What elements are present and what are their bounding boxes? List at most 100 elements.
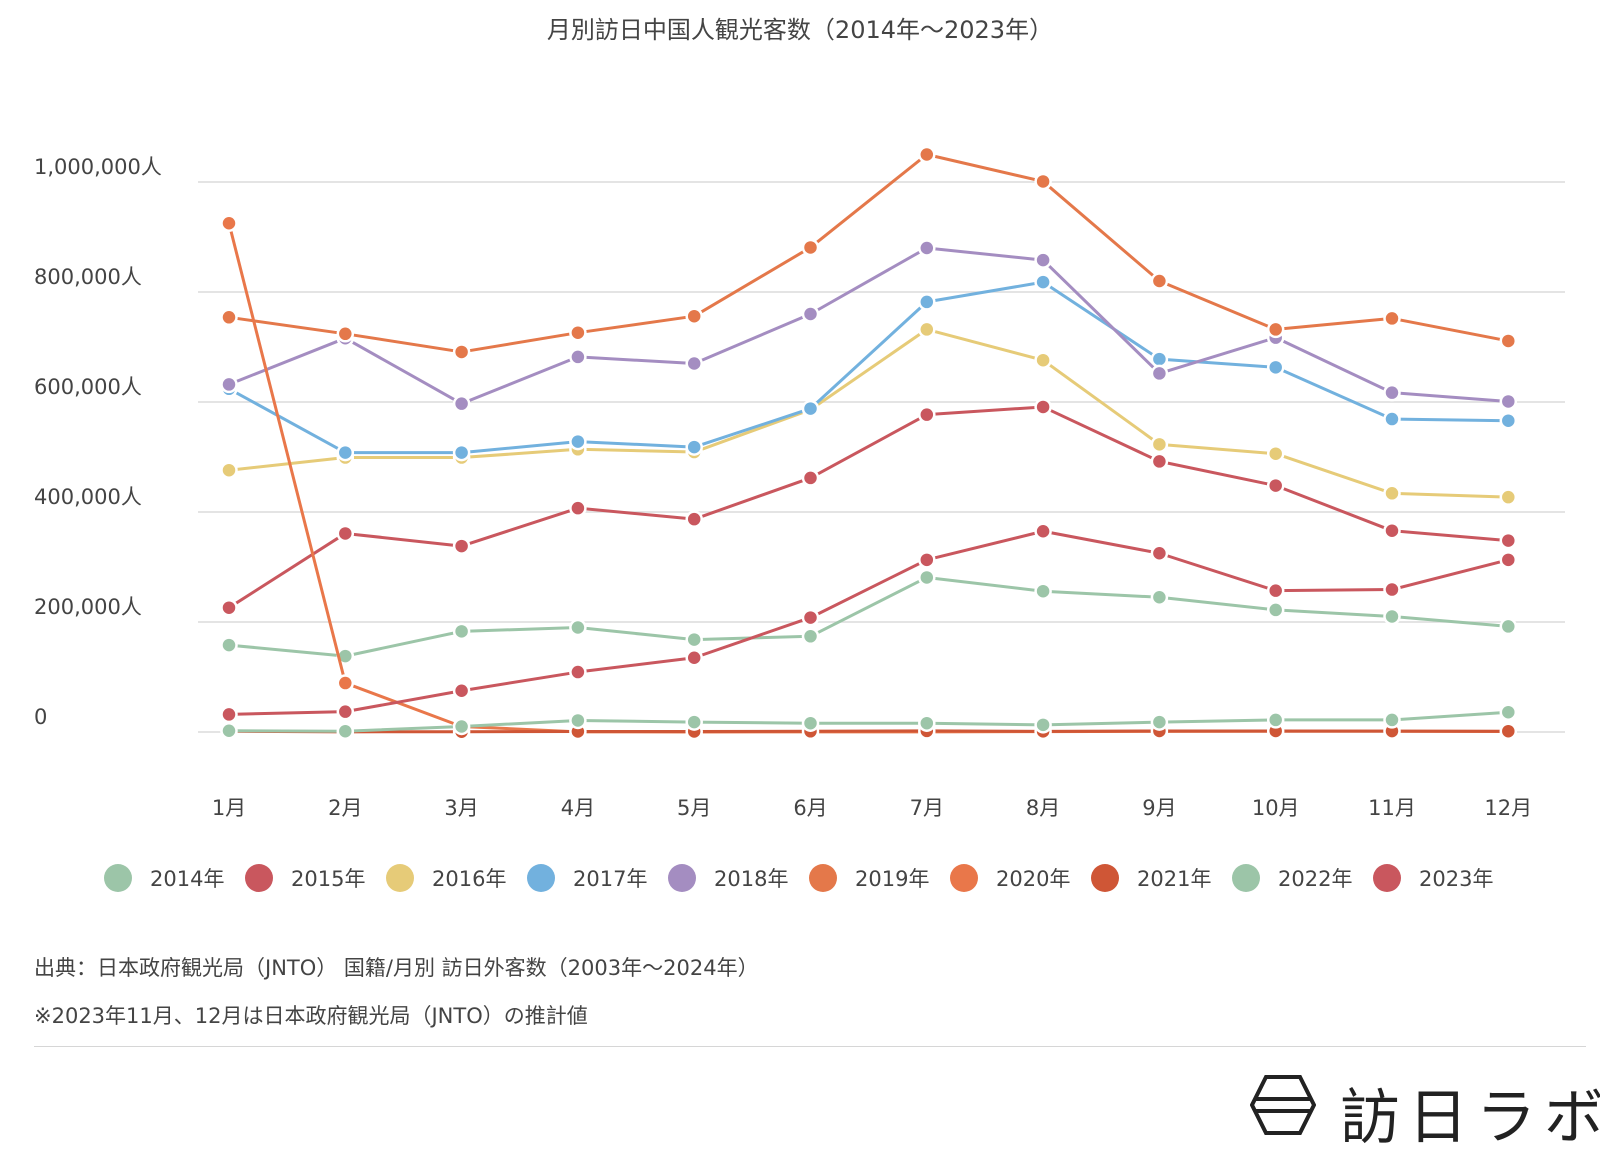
data-point[interactable]: [569, 432, 587, 451]
data-point[interactable]: [801, 305, 820, 323]
data-point[interactable]: [1034, 582, 1052, 600]
legend-item[interactable]: 2016年: [386, 860, 506, 896]
data-point[interactable]: [1034, 398, 1052, 416]
data-point[interactable]: [569, 323, 587, 342]
data-point[interactable]: [1499, 531, 1518, 550]
data-point[interactable]: [1150, 350, 1169, 368]
data-point[interactable]: [336, 674, 355, 692]
legend-item[interactable]: 2021年: [1091, 860, 1211, 896]
data-point[interactable]: [220, 308, 238, 327]
data-point[interactable]: [336, 443, 355, 462]
data-point[interactable]: [569, 663, 587, 681]
data-point[interactable]: [1383, 484, 1401, 503]
data-point[interactable]: [1034, 251, 1052, 269]
data-point[interactable]: [1150, 435, 1169, 454]
legend-item[interactable]: 2020年: [950, 860, 1070, 896]
data-point[interactable]: [1266, 444, 1285, 463]
data-point[interactable]: [1150, 588, 1169, 606]
data-point[interactable]: [1034, 273, 1052, 291]
legend-item[interactable]: 2023年: [1373, 860, 1493, 896]
data-point[interactable]: [1150, 544, 1169, 562]
data-point[interactable]: [1499, 703, 1518, 721]
legend-item[interactable]: 2014年: [104, 860, 224, 896]
data-point[interactable]: [685, 438, 703, 456]
data-point[interactable]: [1266, 581, 1285, 600]
data-point[interactable]: [220, 636, 238, 654]
data-point[interactable]: [1499, 411, 1518, 430]
data-point[interactable]: [1266, 476, 1285, 495]
data-point[interactable]: [1383, 383, 1401, 402]
data-point[interactable]: [220, 705, 238, 724]
data-point[interactable]: [1499, 551, 1518, 569]
data-point[interactable]: [801, 608, 820, 627]
legend-item[interactable]: 2019年: [809, 860, 929, 896]
legend-item[interactable]: 2017年: [527, 860, 647, 896]
data-point[interactable]: [1150, 272, 1169, 290]
data-point[interactable]: [918, 568, 936, 587]
data-point[interactable]: [452, 343, 471, 361]
data-point[interactable]: [1266, 320, 1285, 339]
data-point[interactable]: [685, 713, 703, 731]
data-point[interactable]: [1034, 172, 1052, 191]
data-point[interactable]: [1150, 713, 1169, 731]
data-point[interactable]: [1266, 601, 1285, 619]
data-point[interactable]: [1499, 332, 1518, 350]
data-point[interactable]: [569, 499, 587, 517]
data-point[interactable]: [336, 325, 355, 343]
legend-item[interactable]: 2018年: [668, 860, 788, 896]
data-point[interactable]: [452, 537, 471, 555]
data-point[interactable]: [918, 239, 936, 257]
data-point[interactable]: [1266, 358, 1285, 377]
data-point[interactable]: [1383, 309, 1401, 328]
data-point[interactable]: [685, 649, 703, 667]
data-point[interactable]: [1499, 722, 1518, 740]
data-point[interactable]: [336, 702, 355, 721]
data-point[interactable]: [801, 399, 820, 418]
data-point[interactable]: [452, 682, 471, 700]
data-point[interactable]: [1150, 364, 1169, 383]
data-point[interactable]: [918, 293, 936, 311]
data-point[interactable]: [918, 320, 936, 339]
data-point[interactable]: [918, 551, 936, 569]
data-point[interactable]: [1266, 711, 1285, 729]
data-point[interactable]: [1150, 452, 1169, 471]
data-point[interactable]: [1034, 716, 1052, 734]
data-point[interactable]: [685, 354, 703, 373]
data-point[interactable]: [1034, 351, 1052, 369]
data-point[interactable]: [801, 714, 820, 732]
data-point[interactable]: [1383, 410, 1401, 428]
data-point[interactable]: [220, 721, 238, 740]
data-point[interactable]: [801, 238, 820, 257]
data-point[interactable]: [801, 469, 820, 487]
legend-item[interactable]: 2015年: [245, 860, 365, 896]
data-point[interactable]: [1383, 607, 1401, 626]
data-point[interactable]: [452, 622, 471, 641]
data-point[interactable]: [452, 394, 471, 413]
data-point[interactable]: [220, 461, 238, 479]
data-point[interactable]: [452, 443, 471, 462]
data-point[interactable]: [918, 714, 936, 732]
legend-item[interactable]: 2022年: [1232, 860, 1352, 896]
data-point[interactable]: [685, 510, 703, 528]
data-point[interactable]: [1499, 617, 1518, 636]
data-point[interactable]: [220, 375, 238, 394]
data-point[interactable]: [1034, 522, 1052, 540]
data-point[interactable]: [918, 405, 936, 424]
data-point[interactable]: [336, 722, 355, 740]
data-point[interactable]: [569, 618, 587, 637]
data-point[interactable]: [452, 717, 471, 736]
data-point[interactable]: [918, 145, 936, 164]
data-point[interactable]: [801, 627, 820, 646]
data-point[interactable]: [1499, 392, 1518, 411]
data-point[interactable]: [1383, 521, 1401, 540]
data-point[interactable]: [336, 524, 355, 543]
data-point[interactable]: [1499, 488, 1518, 506]
data-point[interactable]: [569, 711, 587, 730]
data-point[interactable]: [220, 214, 238, 232]
data-point[interactable]: [220, 598, 238, 617]
data-point[interactable]: [685, 630, 703, 649]
data-point[interactable]: [1383, 711, 1401, 729]
data-point[interactable]: [1383, 580, 1401, 599]
data-point[interactable]: [685, 307, 703, 325]
data-point[interactable]: [569, 348, 587, 366]
